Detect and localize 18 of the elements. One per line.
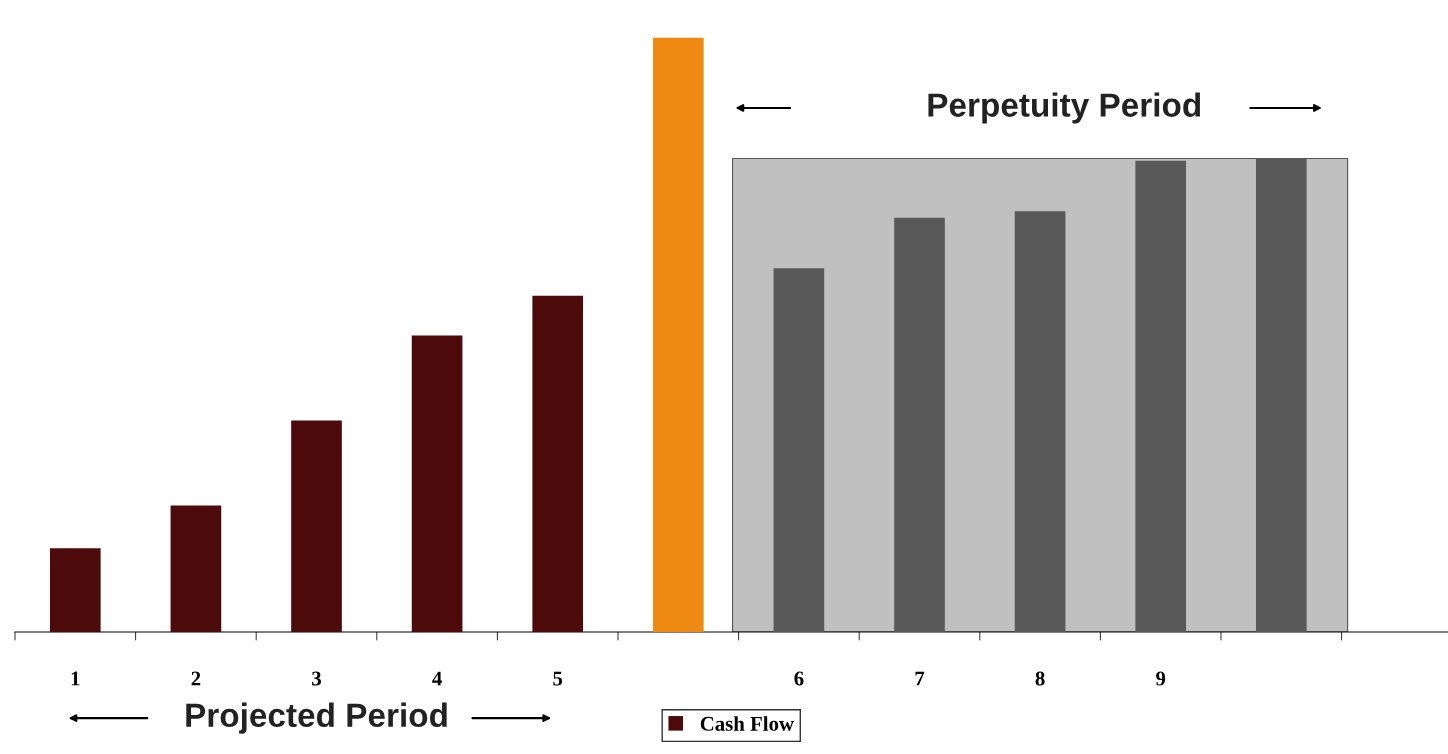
- x-tick-label: 9: [1156, 671, 1166, 686]
- legend-label: Cash Flow: [700, 716, 794, 731]
- bar: [170, 505, 222, 632]
- bar: [291, 420, 342, 632]
- x-tick-label: 2: [191, 671, 201, 686]
- bar: [532, 295, 584, 632]
- x-tick-label: 1: [71, 671, 80, 686]
- x-tick-label: 4: [432, 671, 442, 686]
- text: Projected Period: [186, 702, 447, 734]
- bar: [652, 37, 704, 632]
- bar: [411, 335, 463, 632]
- annotation: Perpetuity Period: [928, 92, 1201, 124]
- x-tick-label: 6: [794, 671, 804, 686]
- x-tick-label: 3: [312, 671, 321, 686]
- x-tick-label: 8: [1035, 671, 1045, 686]
- x-tick-label: 5: [553, 671, 563, 686]
- x-tick-label: 7: [915, 671, 925, 686]
- bar: [49, 548, 101, 632]
